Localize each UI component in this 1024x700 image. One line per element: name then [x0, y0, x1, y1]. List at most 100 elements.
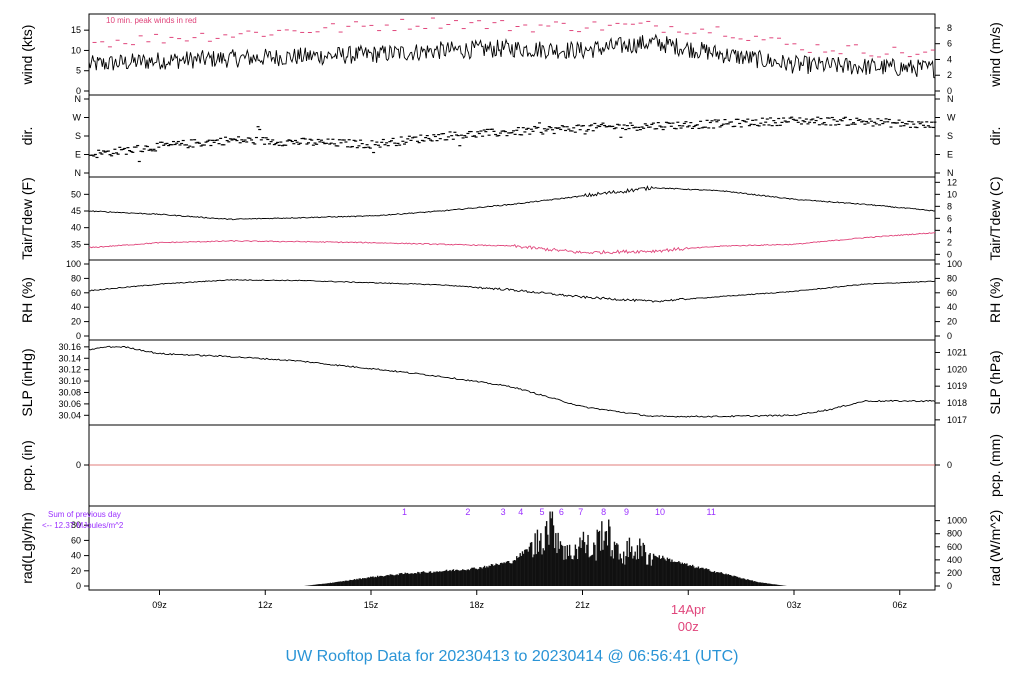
- slp-ytick-label-right: 1018: [947, 398, 967, 408]
- rh-ytick-label-right: 80: [947, 273, 957, 283]
- rad-hour-label: 2: [465, 507, 470, 517]
- rad-ytick-label-right: 400: [947, 555, 962, 565]
- tdew-line: [88, 232, 936, 255]
- wind-ytick-label: 5: [76, 66, 81, 76]
- temp-ytick-label: 50: [71, 189, 81, 199]
- rh-ytick-label: 0: [76, 331, 81, 341]
- dir-ytick-label-right: N: [947, 94, 954, 104]
- rad-ytick-label: 60: [71, 535, 81, 545]
- dir-ytick-label-right: E: [947, 150, 953, 160]
- rad-ytick-label-right: 200: [947, 568, 962, 578]
- temp-ytick-label-right: 12: [947, 177, 957, 187]
- x-tick-label: 15z: [364, 600, 379, 610]
- temp-ytick-label: 45: [71, 206, 81, 216]
- slp-ytick-label: 30.06: [58, 399, 81, 409]
- rh-ytick-label-right: 40: [947, 302, 957, 312]
- pcp-ylabel: pcp. (in): [19, 440, 35, 491]
- rad-hour-label: 1: [402, 507, 407, 517]
- rad-hour-label: 4: [518, 507, 523, 517]
- rad-ylabel: rad(Lgly/hr): [19, 512, 35, 584]
- slp-ytick-label: 30.04: [58, 410, 81, 420]
- date-label: 14Apr: [671, 602, 706, 617]
- wind-ytick-label: 0: [76, 86, 81, 96]
- rh-ytick-label: 80: [71, 273, 81, 283]
- rad-hour-label: 7: [578, 507, 583, 517]
- rad-hour-label: 6: [559, 507, 564, 517]
- wind-speed-line: [88, 33, 936, 79]
- slp-ytick-label-right: 1021: [947, 347, 967, 357]
- pcp-ytick-label-right: 0: [947, 460, 952, 470]
- rad-ytick-label: 20: [71, 566, 81, 576]
- wind-ytick-label-right: 2: [947, 70, 952, 80]
- panel-rad: rad(Lgly/hr) rad (W/m^2)02040608002004006…: [19, 505, 1003, 591]
- dir-ylabel: dir.: [19, 127, 35, 146]
- temp-ytick-label: 35: [71, 239, 81, 249]
- dir-ytick-label: S: [75, 131, 81, 141]
- rh-ytick-label: 100: [66, 259, 81, 269]
- dir-ytick-label-right: W: [947, 113, 956, 123]
- wind-ytick-label: 10: [71, 45, 81, 55]
- temp-ytick-label: 40: [71, 223, 81, 233]
- temp-ytick-label-right: 6: [947, 213, 952, 223]
- pcp-ylabel-right: pcp. (mm): [987, 434, 1003, 497]
- dir-frame: [88, 94, 936, 178]
- panel-wind: wind (kts) wind (m/s) 0 5 10 15 0 2 4 6 8 10 min. p…: [19, 13, 1003, 96]
- wind-ytick-label-right: 6: [947, 39, 952, 49]
- peak-winds-note: 10 min. peak winds in red: [106, 16, 197, 25]
- rad-sum-label: Sum of previous day: [48, 510, 121, 519]
- x-tick-label: 18z: [469, 600, 484, 610]
- dir-ytick-label-right: S: [947, 131, 953, 141]
- temp-ylabel-right: Tair/Tdew (C): [987, 176, 1003, 260]
- wind-ytick-label: 15: [71, 25, 81, 35]
- dir-ytick-label: E: [75, 150, 81, 160]
- slp-ytick-label: 30.16: [58, 342, 81, 352]
- temp-ytick-label-right: 10: [947, 189, 957, 199]
- rh-ylabel-right: RH (%): [987, 277, 1003, 323]
- slp-line: [88, 345, 936, 418]
- rad-hour-label: 10: [655, 507, 665, 517]
- temp-ytick-label-right: 0: [947, 249, 952, 259]
- slp-ytick-label-right: 1017: [947, 415, 967, 425]
- dir-ytick-label-right: N: [947, 168, 954, 178]
- rad-sum-value: <-- 12.37 MJoules/m^2: [42, 521, 124, 530]
- x-tick-label: 12z: [258, 600, 273, 610]
- rad-frame: [88, 505, 936, 591]
- dir-ytick-label: N: [75, 94, 82, 104]
- rad-ylabel-right: rad (W/m^2): [987, 510, 1003, 587]
- panel-slp: SLP (inHg) SLP (hPa)30.0430.0630.0830.103…: [19, 339, 1003, 426]
- rh-line: [89, 279, 936, 303]
- rh-ytick-label: 40: [71, 302, 81, 312]
- wind-ytick-label-right: 4: [947, 54, 952, 64]
- rad-hour-label: 3: [501, 507, 506, 517]
- slp-ytick-label-right: 1019: [947, 381, 967, 391]
- slp-ytick-label-right: 1020: [947, 364, 967, 374]
- slp-ytick-label: 30.14: [58, 353, 81, 363]
- rh-ytick-label: 60: [71, 288, 81, 298]
- rad-ytick-label-right: 600: [947, 542, 962, 552]
- wind-ylabel: wind (kts): [19, 25, 35, 86]
- wind-ylabel-right: wind (m/s): [987, 22, 1003, 88]
- x-tick-label: 03z: [787, 600, 802, 610]
- rh-frame: [88, 259, 936, 341]
- slp-ytick-label: 30.10: [58, 376, 81, 386]
- rad-ytick-label-right: 800: [947, 529, 962, 539]
- dir-ytick-label: W: [73, 113, 82, 123]
- pcp-ytick-label: 0: [76, 460, 81, 470]
- wind-ytick-label-right: 8: [947, 23, 952, 33]
- rh-ytick-label: 20: [71, 317, 81, 327]
- slp-ytick-label: 30.08: [58, 387, 81, 397]
- rad-ytick-label: 80: [71, 520, 81, 530]
- x-tick-label: 06z: [892, 600, 907, 610]
- date-sub-label: 00z: [678, 619, 699, 634]
- wind-frame: [88, 13, 936, 96]
- temp-ylabel: Tair/Tdew (F): [19, 177, 35, 259]
- rad-ytick-label: 40: [71, 551, 81, 561]
- slp-ytick-label: 30.12: [58, 365, 81, 375]
- rh-ytick-label-right: 100: [947, 259, 962, 269]
- slp-ylabel-right: SLP (hPa): [987, 350, 1003, 414]
- footer-title: UW Rooftop Data for 20230413 to 20230414…: [285, 648, 739, 665]
- x-tick-label: 09z: [152, 600, 167, 610]
- tair-line: [88, 185, 936, 221]
